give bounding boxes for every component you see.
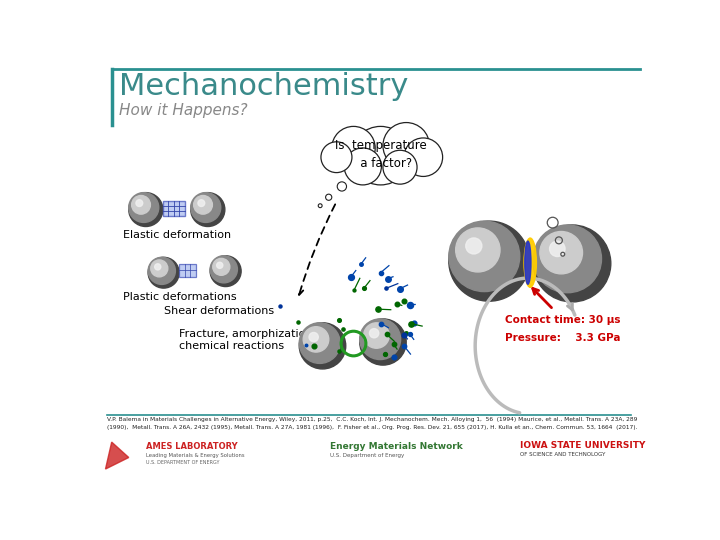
Text: U.S. Department of Energy: U.S. Department of Energy xyxy=(330,454,405,458)
Text: Contact time: 30 μs
Pressure:    3.3 GPa: Contact time: 30 μs Pressure: 3.3 GPa xyxy=(505,315,620,343)
Circle shape xyxy=(191,193,221,222)
Circle shape xyxy=(360,319,400,360)
Circle shape xyxy=(129,193,158,222)
Circle shape xyxy=(449,221,520,292)
Circle shape xyxy=(383,123,429,169)
Text: Plastic deformations: Plastic deformations xyxy=(122,292,236,302)
Text: AMES LABORATORY: AMES LABORATORY xyxy=(145,442,238,451)
Circle shape xyxy=(466,238,482,254)
Circle shape xyxy=(129,193,163,226)
Circle shape xyxy=(540,232,582,274)
Circle shape xyxy=(318,204,322,208)
Circle shape xyxy=(210,256,238,283)
Circle shape xyxy=(383,150,417,184)
Text: Energy Materials Network: Energy Materials Network xyxy=(330,442,463,451)
FancyBboxPatch shape xyxy=(163,201,184,217)
Circle shape xyxy=(300,323,346,369)
Circle shape xyxy=(150,260,168,277)
Circle shape xyxy=(325,194,332,200)
Circle shape xyxy=(191,193,225,226)
Circle shape xyxy=(213,258,230,275)
Text: Is  temperature
   a factor?: Is temperature a factor? xyxy=(335,139,426,171)
Circle shape xyxy=(217,262,222,268)
Circle shape xyxy=(456,228,500,272)
Circle shape xyxy=(210,256,241,287)
Circle shape xyxy=(337,182,346,191)
Ellipse shape xyxy=(525,241,531,284)
Text: IOWA STATE UNIVERSITY: IOWA STATE UNIVERSITY xyxy=(520,441,646,450)
Circle shape xyxy=(332,126,375,170)
Text: U.S. DEPARTMENT OF ENERGY: U.S. DEPARTMENT OF ENERGY xyxy=(145,460,220,464)
Circle shape xyxy=(148,257,179,288)
Circle shape xyxy=(148,257,176,285)
Circle shape xyxy=(300,323,340,363)
Circle shape xyxy=(309,333,318,342)
Circle shape xyxy=(321,142,352,173)
Circle shape xyxy=(360,319,406,365)
Circle shape xyxy=(132,195,150,214)
Ellipse shape xyxy=(524,238,536,287)
Circle shape xyxy=(136,200,143,206)
FancyBboxPatch shape xyxy=(179,264,196,276)
Circle shape xyxy=(549,241,565,256)
Circle shape xyxy=(303,327,329,352)
Text: Shear deformations: Shear deformations xyxy=(163,306,274,316)
Text: OF SCIENCE AND TECHNOLOGY: OF SCIENCE AND TECHNOLOGY xyxy=(520,452,606,457)
Text: Fracture, amorphization
chemical reactions: Fracture, amorphization chemical reactio… xyxy=(179,329,312,350)
Circle shape xyxy=(534,225,611,302)
Text: Mechanochemistry: Mechanochemistry xyxy=(120,72,409,101)
Circle shape xyxy=(155,264,161,270)
Circle shape xyxy=(198,200,204,206)
Circle shape xyxy=(194,195,212,214)
Text: Elastic deformation: Elastic deformation xyxy=(122,231,230,240)
Circle shape xyxy=(351,126,410,185)
Circle shape xyxy=(404,138,443,177)
Polygon shape xyxy=(106,442,129,469)
Text: How it Happens?: How it Happens? xyxy=(120,104,248,118)
Circle shape xyxy=(364,323,390,348)
Circle shape xyxy=(449,221,529,301)
Circle shape xyxy=(344,148,382,185)
Text: Leading Materials & Energy Solutions: Leading Materials & Energy Solutions xyxy=(145,453,244,458)
Circle shape xyxy=(369,329,379,338)
Text: V.P. Balema in Materials Challenges in Alternative Energy, Wiley, 2011, p.25,  C: V.P. Balema in Materials Challenges in A… xyxy=(107,417,637,422)
Text: (1990),  Metall. Trans. A 26A, 2432 (1995), Metall. Trans. A 27A, 1981 (1996),  : (1990), Metall. Trans. A 26A, 2432 (1995… xyxy=(107,425,637,430)
Circle shape xyxy=(534,225,601,293)
